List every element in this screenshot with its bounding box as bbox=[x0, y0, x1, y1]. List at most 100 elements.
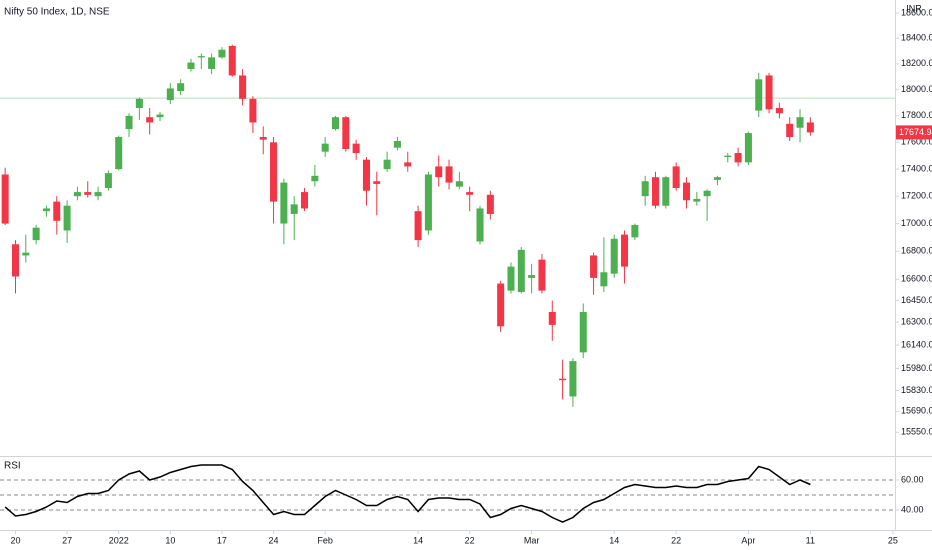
candle-body bbox=[177, 83, 185, 92]
candle-body bbox=[744, 133, 752, 163]
candle-body bbox=[94, 192, 102, 197]
candle-body bbox=[579, 311, 587, 353]
y-tick-label: 40.00 bbox=[901, 504, 924, 514]
y-tick-label: 16140.00 bbox=[901, 339, 932, 349]
candle-body bbox=[641, 181, 649, 197]
candle-body bbox=[497, 283, 505, 327]
y-tick-label: 16300.00 bbox=[901, 316, 932, 326]
rsi-line bbox=[4, 464, 811, 523]
candle-body bbox=[393, 141, 401, 148]
candle-body bbox=[156, 114, 164, 118]
candle-body bbox=[197, 56, 205, 58]
candle-body bbox=[84, 192, 92, 195]
candle-body bbox=[125, 115, 133, 130]
x-tick-label: 27 bbox=[62, 535, 72, 545]
candle-body bbox=[734, 152, 742, 163]
candle-body bbox=[218, 49, 226, 58]
rsi-title: RSI bbox=[4, 461, 21, 472]
y-tick-label: 15980.00 bbox=[901, 363, 932, 373]
candle-body bbox=[404, 162, 412, 167]
candle-body bbox=[662, 177, 670, 206]
candle-body bbox=[806, 122, 814, 133]
y-tick-label: 15830.00 bbox=[901, 385, 932, 395]
y-tick-label: 15690.00 bbox=[901, 406, 932, 416]
candle-body bbox=[42, 208, 50, 212]
candle-body bbox=[228, 45, 236, 76]
y-tick-label: 17800.00 bbox=[901, 110, 932, 120]
candle-body bbox=[682, 182, 690, 201]
candle-body bbox=[435, 166, 443, 178]
y-tick-label: 18600.00 bbox=[901, 7, 932, 17]
x-tick-label: 22 bbox=[671, 535, 681, 545]
candle-body bbox=[166, 88, 174, 101]
candle-body bbox=[486, 194, 494, 214]
candle-body bbox=[32, 227, 40, 241]
candle-body bbox=[290, 204, 298, 214]
candle-body bbox=[703, 190, 711, 197]
candle-body bbox=[424, 174, 432, 231]
candle-body bbox=[507, 266, 515, 291]
candle-body bbox=[259, 137, 267, 140]
candle-body bbox=[713, 177, 721, 180]
candle-body bbox=[600, 272, 608, 287]
candle-body bbox=[373, 181, 381, 184]
candle-body bbox=[352, 143, 360, 153]
y-tick-label: 60.00 bbox=[901, 474, 924, 484]
candle-body bbox=[528, 275, 536, 278]
candle-body bbox=[249, 98, 257, 123]
candle-body bbox=[765, 75, 773, 110]
candle-body bbox=[414, 211, 422, 241]
candle-body bbox=[239, 75, 247, 99]
candle-body bbox=[11, 244, 19, 277]
candle-body bbox=[187, 62, 195, 69]
candle-body bbox=[590, 255, 598, 278]
y-tick-label: 17400.00 bbox=[901, 163, 932, 173]
y-tick-label: 18200.00 bbox=[901, 58, 932, 68]
y-tick-label: 17200.00 bbox=[901, 191, 932, 201]
x-tick-label: Mar bbox=[524, 535, 540, 545]
candle-body bbox=[755, 79, 763, 111]
y-tick-label: 17000.00 bbox=[901, 218, 932, 228]
y-tick-label: 16450.00 bbox=[901, 295, 932, 305]
y-tick-label: 15550.00 bbox=[901, 427, 932, 437]
y-tick-label: 16800.00 bbox=[901, 246, 932, 256]
x-tick-label: 25 bbox=[888, 535, 898, 545]
candle-body bbox=[208, 57, 216, 69]
candle-body bbox=[445, 166, 453, 183]
candle-body bbox=[631, 224, 639, 238]
last-price-label: 17674.95 bbox=[899, 127, 932, 137]
candle-body bbox=[301, 192, 309, 209]
candle-body bbox=[270, 142, 278, 202]
candle-body bbox=[693, 198, 701, 202]
candle-body bbox=[796, 117, 804, 128]
y-tick-label: 18000.00 bbox=[901, 84, 932, 94]
candle-body bbox=[73, 192, 81, 197]
candle-body bbox=[311, 175, 319, 182]
candle-body bbox=[104, 173, 112, 189]
candle-body bbox=[22, 252, 30, 256]
candle-body bbox=[517, 249, 525, 293]
candle-body bbox=[476, 208, 484, 242]
x-tick-label: 14 bbox=[609, 535, 619, 545]
candle-body bbox=[383, 159, 391, 170]
candle-body bbox=[548, 311, 556, 325]
x-tick-label: 14 bbox=[413, 535, 423, 545]
candle-body bbox=[53, 201, 61, 221]
x-tick-label: Feb bbox=[317, 535, 333, 545]
candle-body bbox=[559, 378, 567, 381]
x-tick-label: 17 bbox=[217, 535, 227, 545]
candle-body bbox=[63, 205, 71, 231]
currency: INR bbox=[906, 3, 922, 13]
x-tick-label: 24 bbox=[269, 535, 279, 545]
y-tick-label: 16600.00 bbox=[901, 274, 932, 284]
x-tick-label: Apr bbox=[741, 535, 755, 545]
candle-body bbox=[135, 98, 143, 108]
candle-body bbox=[321, 143, 329, 152]
candle-body bbox=[786, 123, 794, 138]
candle-body bbox=[455, 181, 463, 187]
x-tick-label: 2022 bbox=[109, 535, 129, 545]
candle-body bbox=[331, 117, 340, 130]
